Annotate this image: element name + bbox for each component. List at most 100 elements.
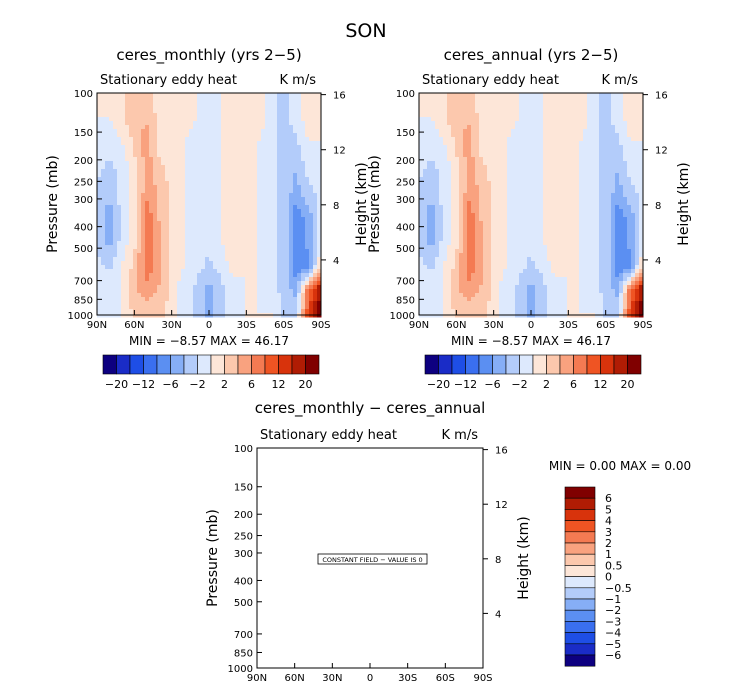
- heatmap-cell: [161, 285, 166, 290]
- heatmap-cell: [427, 149, 432, 154]
- heatmap-cell: [467, 213, 472, 218]
- heatmap-cell: [281, 149, 286, 154]
- heatmap-cell: [471, 149, 476, 154]
- heatmap-cell: [293, 217, 298, 222]
- heatmap-cell: [145, 185, 150, 190]
- heatmap-cell: [113, 301, 118, 306]
- heatmap-cell: [543, 173, 548, 178]
- heatmap-cell: [277, 265, 282, 270]
- heatmap-cell: [185, 157, 190, 162]
- heatmap-cell: [285, 241, 290, 246]
- heatmap-cell: [213, 229, 218, 234]
- heatmap-cell: [265, 265, 270, 270]
- heatmap-cell: [97, 257, 102, 262]
- heatmap-cell: [631, 141, 636, 146]
- heatmap-cell: [177, 297, 182, 302]
- heatmap-cell: [213, 117, 218, 122]
- heatmap-cell: [201, 237, 206, 242]
- heatmap-cell: [571, 125, 576, 130]
- heatmap-cell: [491, 113, 496, 118]
- heatmap-cell: [217, 193, 222, 198]
- heatmap-cell: [547, 141, 552, 146]
- heatmap-cell: [237, 133, 242, 138]
- heatmap-cell: [237, 229, 242, 234]
- heatmap-cell: [293, 157, 298, 162]
- heatmap-cell: [627, 109, 632, 114]
- heatmap-cell: [631, 113, 636, 118]
- heatmap-cell: [133, 269, 138, 274]
- heatmap-cell: [427, 121, 432, 126]
- heatmap-cell: [261, 297, 266, 302]
- heatmap-cell: [181, 233, 186, 238]
- heatmap-cell: [583, 149, 588, 154]
- heatmap-cell: [141, 205, 146, 210]
- heatmap-cell: [197, 137, 202, 142]
- heatmap-cell: [471, 117, 476, 122]
- heatmap-cell: [467, 177, 472, 182]
- heatmap-cell: [419, 125, 424, 130]
- heatmap-cell: [105, 253, 110, 258]
- heatmap-cell: [177, 273, 182, 278]
- heatmap-cell: [157, 277, 162, 282]
- heatmap-cell: [145, 237, 150, 242]
- heatmap-cell: [277, 185, 282, 190]
- heatmap-cell: [285, 117, 290, 122]
- heatmap-cell: [483, 161, 488, 166]
- heatmap-cell: [141, 169, 146, 174]
- heatmap-cell: [149, 165, 154, 170]
- heatmap-cell: [201, 205, 206, 210]
- heatmap-cell: [309, 137, 314, 142]
- heatmap-cell: [145, 125, 150, 130]
- heatmap-cell: [431, 169, 436, 174]
- heatmap-cell: [137, 213, 142, 218]
- heatmap-cell: [221, 101, 226, 106]
- heatmap-cell: [499, 153, 504, 158]
- heatmap-cell: [289, 181, 294, 186]
- heatmap-cell: [169, 229, 174, 234]
- heatmap-cell: [153, 217, 158, 222]
- heatmap-cell: [435, 181, 440, 186]
- heatmap-cell: [269, 97, 274, 102]
- heatmap-cell: [257, 237, 262, 242]
- heatmap-cell: [149, 129, 154, 134]
- heatmap-cell: [161, 97, 166, 102]
- heatmap-cell: [455, 205, 460, 210]
- heatmap-cell: [547, 93, 552, 98]
- heatmap-cell: [229, 193, 234, 198]
- heatmap-cell: [443, 125, 448, 130]
- heatmap-cell: [583, 153, 588, 158]
- heatmap-cell: [125, 265, 130, 270]
- heatmap-cell: [245, 165, 250, 170]
- heatmap-cell: [297, 273, 302, 278]
- heatmap-cell: [487, 205, 492, 210]
- heatmap-cell: [511, 101, 516, 106]
- heatmap-cell: [551, 181, 556, 186]
- heatmap-cell: [313, 245, 318, 250]
- heatmap-cell: [615, 121, 620, 126]
- heatmap-cell: [491, 173, 496, 178]
- heatmap-cell: [459, 185, 464, 190]
- heatmap-cell: [539, 185, 544, 190]
- heatmap-cell: [265, 157, 270, 162]
- heatmap-cell: [547, 201, 552, 206]
- heatmap-cell: [121, 269, 126, 274]
- heatmap-cell: [169, 189, 174, 194]
- heatmap-cell: [117, 249, 122, 254]
- heatmap-cell: [109, 141, 114, 146]
- heatmap-cell: [145, 241, 150, 246]
- heatmap-cell: [233, 177, 238, 182]
- heatmap-cell: [157, 269, 162, 274]
- heatmap-cell: [253, 149, 258, 154]
- heatmap-cell: [591, 165, 596, 170]
- heatmap-cell: [623, 121, 628, 126]
- heatmap-cell: [121, 153, 126, 158]
- heatmap-cell: [189, 273, 194, 278]
- heatmap-cell: [607, 125, 612, 130]
- heatmap-cell: [567, 153, 572, 158]
- heatmap-cell: [479, 161, 484, 166]
- heatmap-cell: [639, 205, 644, 210]
- heatmap-cell: [317, 177, 322, 182]
- heatmap-cell: [535, 149, 540, 154]
- heatmap-cell: [503, 145, 508, 150]
- heatmap-cell: [145, 161, 150, 166]
